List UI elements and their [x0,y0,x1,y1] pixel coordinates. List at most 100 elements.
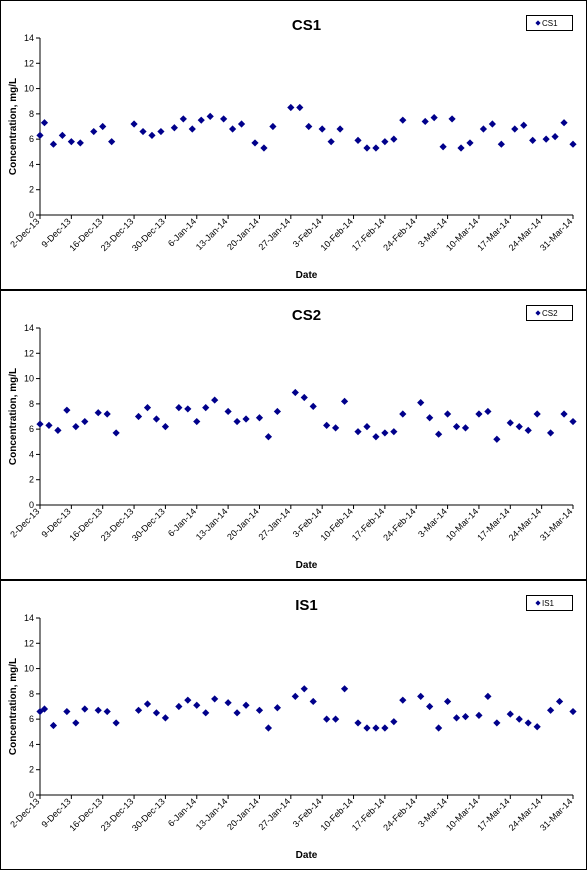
data-point [237,120,246,128]
data-point [242,701,250,709]
data-point [99,122,107,131]
data-point [143,700,152,708]
y-tick-label: 0 [29,500,34,510]
data-point [443,697,452,706]
data-point [497,140,505,148]
x-axis-title: Date [296,560,318,571]
data-point [193,701,201,709]
data-point [354,136,362,145]
legend-label: CS1 [542,19,558,28]
legend-marker [535,20,541,26]
legend: CS2 [526,305,573,321]
data-point [287,103,295,112]
chart-svg: IS1024681012142-Dec-139-Dec-1316-Dec-132… [0,580,587,870]
data-point [336,125,344,133]
data-point [448,115,456,123]
y-tick-label: 8 [29,109,34,119]
data-point [157,127,165,136]
data-point [255,414,264,422]
legend-label: CS2 [542,309,558,318]
data-point [390,135,398,143]
data-point [188,125,196,133]
chart-panel-cs2: CS2 0 2 4 6 8 10 12 14 2-Dec-13 9-Dec-13 16-Dec-13 2… [0,290,587,580]
data-point [112,719,120,727]
legend-box [526,15,573,31]
y-tick-label: 10 [24,374,34,384]
data-point [542,135,550,143]
data-point [493,435,501,443]
legend-label: IS1 [542,599,555,608]
data-point [372,433,380,441]
x-axis-title: Date [296,850,318,861]
data-point [224,699,232,707]
data-point [372,144,380,152]
data-point [134,706,143,714]
data-point [90,127,98,136]
chart-title: IS1 [295,597,318,614]
y-tick-label: 10 [24,664,34,674]
data-point [479,125,488,133]
x-axis-title: Date [296,270,318,281]
y-tick-label: 12 [24,638,34,648]
data-point [569,140,577,148]
y-tick-label: 8 [29,399,34,409]
data-point [291,388,299,397]
data-point [327,138,335,146]
data-point [560,119,568,127]
y-tick-label: 2 [29,475,34,485]
data-point [399,116,407,124]
data-point [197,116,205,124]
data-point [255,706,264,714]
data-point [103,410,111,418]
data-point [529,136,537,145]
data-point [260,144,268,152]
data-point [242,415,250,423]
data-point [36,131,44,139]
chart-svg: CS2024681012142-Dec-139-Dec-1316-Dec-132… [0,290,587,580]
data-point [291,692,299,700]
data-point [430,114,438,122]
y-tick-label: 6 [29,714,34,724]
data-point [466,139,474,147]
legend-marker [535,600,541,606]
y-tick-label: 10 [24,84,34,94]
data-point [139,127,147,136]
data-point [560,410,568,418]
y-tick-label: 12 [24,348,34,358]
y-tick-label: 0 [29,790,34,800]
data-point [72,719,80,727]
data-point [49,140,58,148]
data-point [520,121,528,129]
data-point [363,144,371,152]
y-tick-label: 4 [29,159,34,169]
chart-panel-cs1: CS1 0 2 4 6 8 10 12 14 2-Dec-13 9-Dec-13 16-Dec-13 2… [0,0,587,290]
y-tick-label: 6 [29,424,34,434]
data-point [318,125,326,133]
data-point [439,143,447,151]
data-point [206,112,214,120]
y-tick-label: 14 [24,613,34,623]
data-point [112,429,120,437]
data-point [179,115,187,123]
data-point [269,122,277,131]
y-tick-label: 6 [29,134,34,144]
data-point [524,719,532,727]
data-point [76,139,84,147]
data-point [40,119,49,127]
data-point [551,133,559,141]
data-point [533,723,541,731]
y-axis-title: Concentration, mg/L [8,368,19,465]
y-tick-label: 0 [29,210,34,220]
data-point [426,414,434,422]
data-point [511,125,519,133]
chart-title: CS1 [292,17,321,34]
legend: IS1 [526,595,573,611]
y-axis-title: Concentration, mg/L [8,658,19,755]
data-point [300,393,308,402]
data-point [170,124,178,132]
data-point [488,120,496,128]
data-point [264,433,273,441]
y-tick-label: 12 [24,58,34,68]
y-tick-label: 2 [29,185,34,195]
data-point [81,705,89,713]
